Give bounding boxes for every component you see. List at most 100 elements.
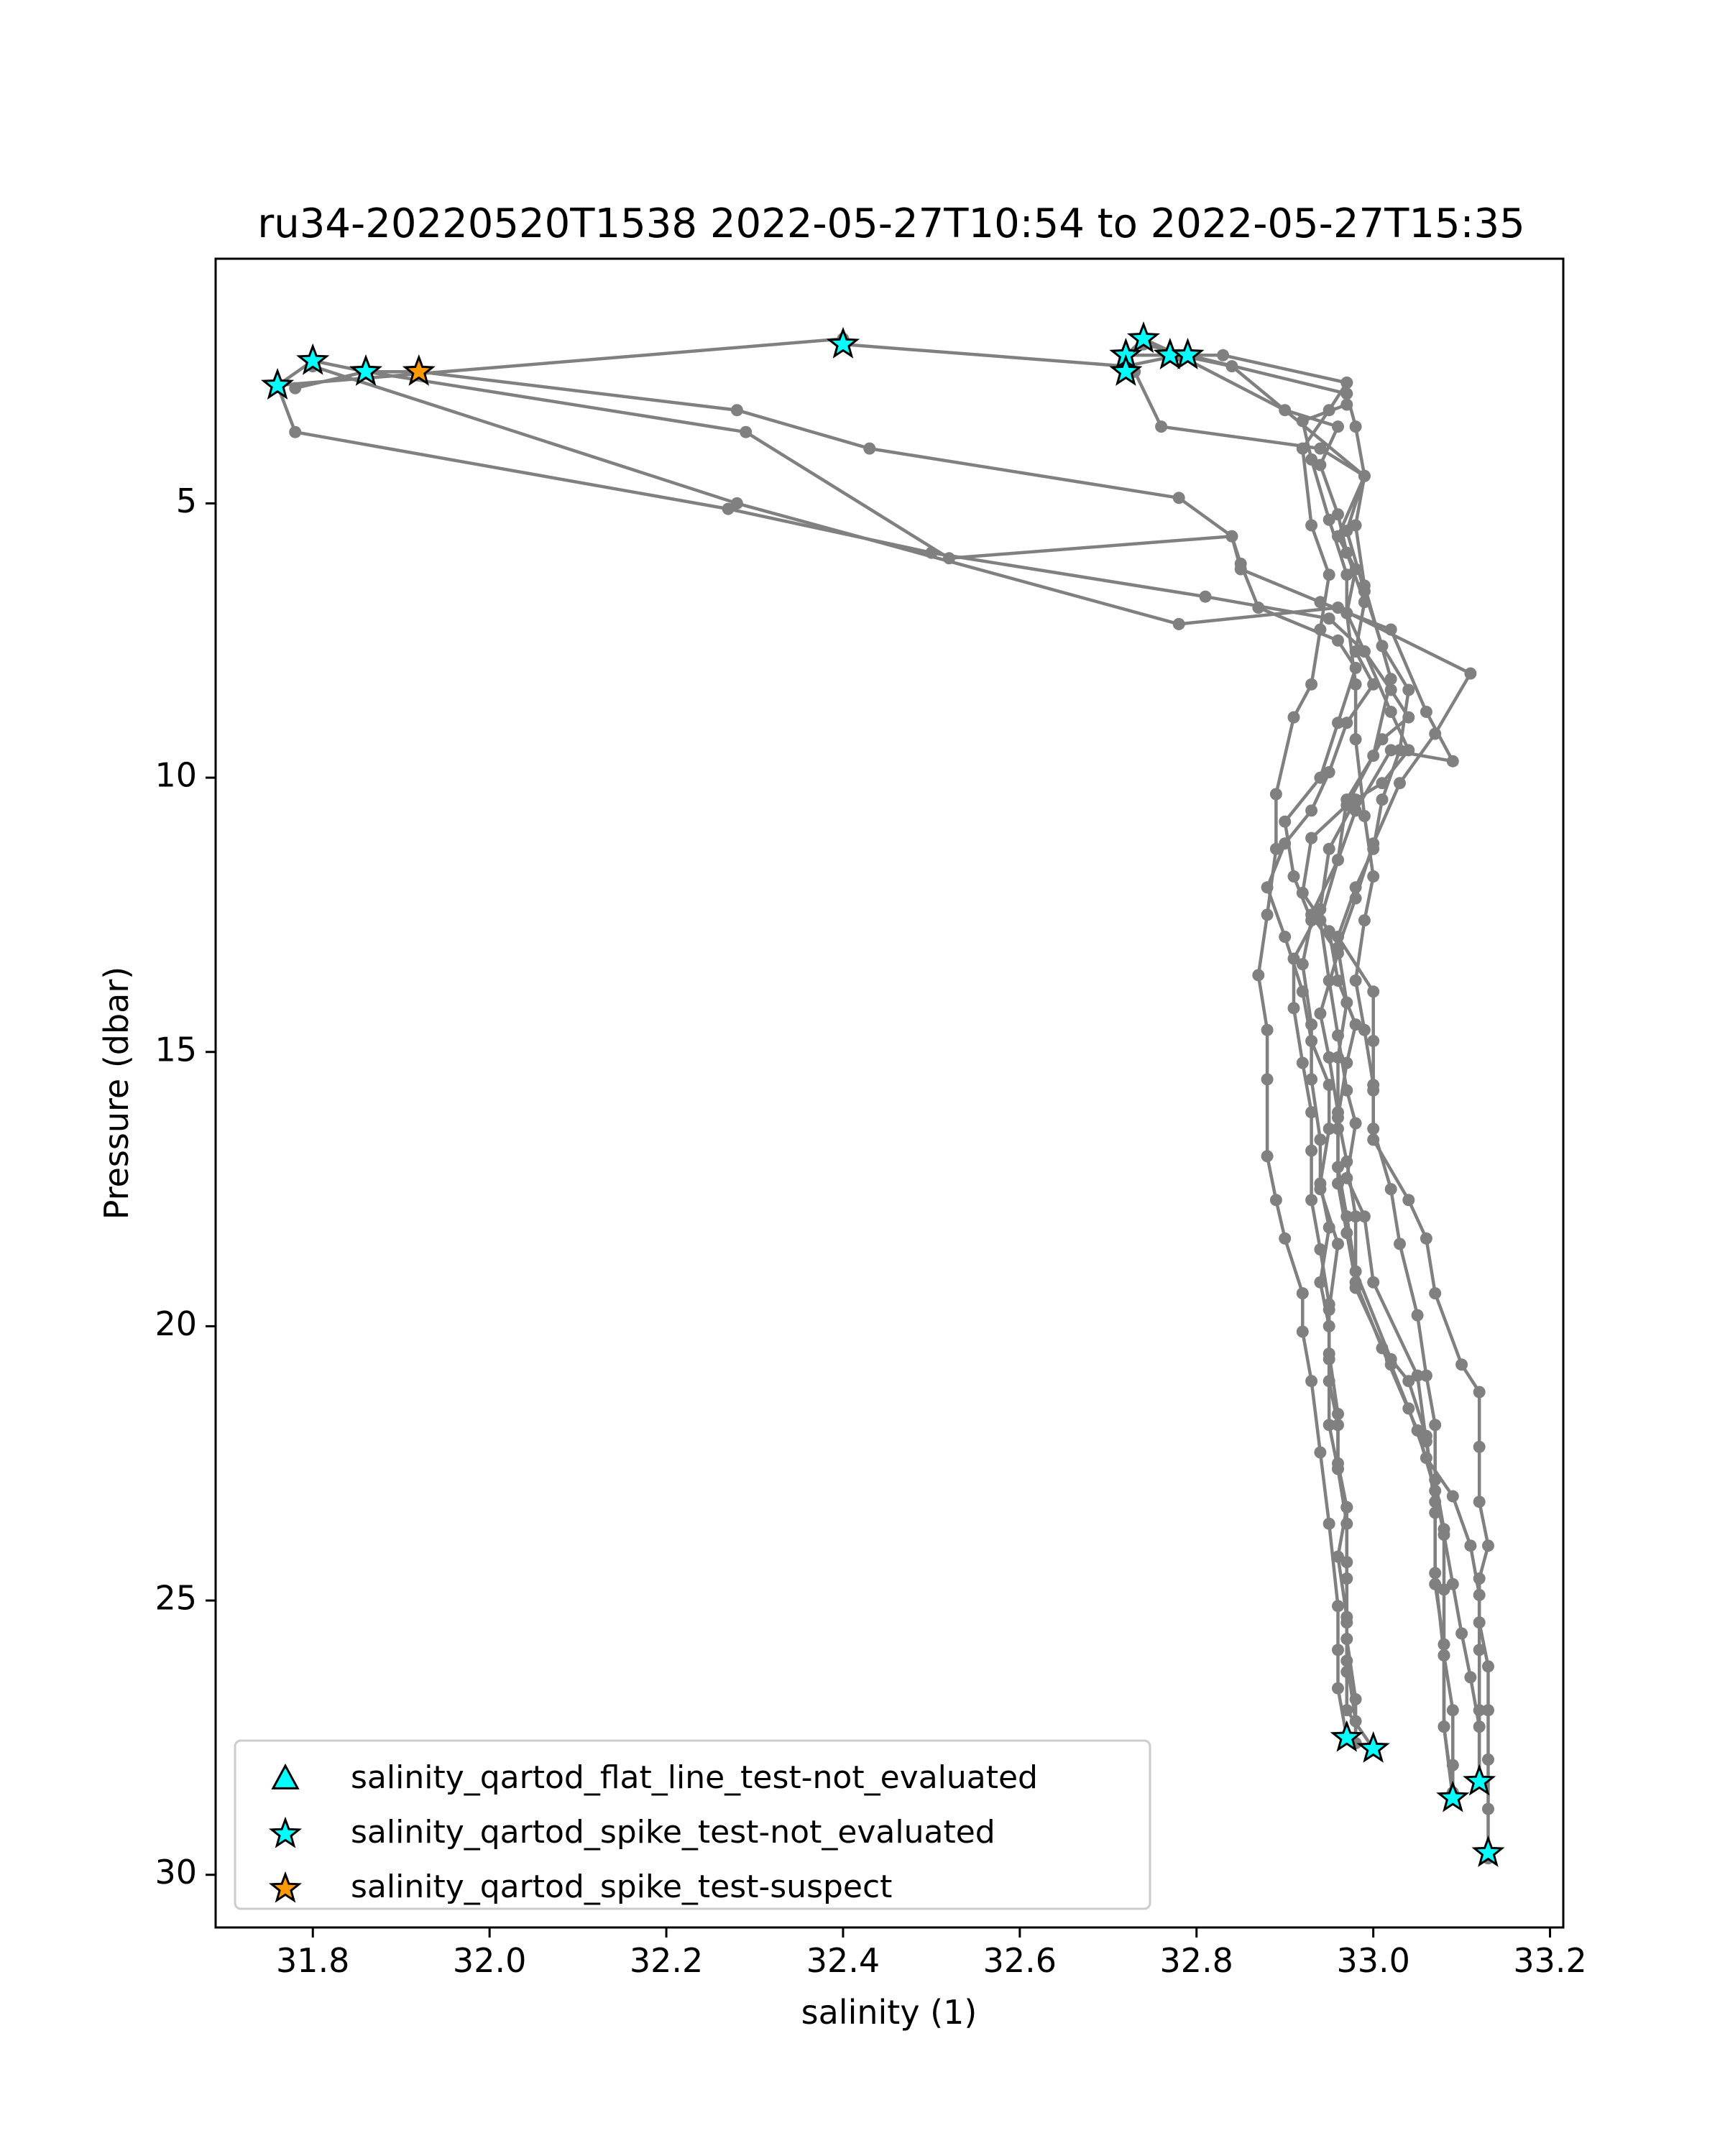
data-point xyxy=(1438,1649,1450,1662)
data-point xyxy=(1473,1616,1486,1629)
data-point xyxy=(1322,925,1335,938)
flag-marker-star xyxy=(1436,1780,1470,1812)
data-point xyxy=(1332,717,1344,729)
data-point xyxy=(1473,1386,1486,1399)
data-point xyxy=(1314,1243,1327,1256)
data-point xyxy=(1438,1583,1450,1596)
data-point xyxy=(1332,1550,1344,1563)
data-point xyxy=(1305,453,1318,466)
data-point xyxy=(1367,1035,1380,1047)
data-point xyxy=(1322,1123,1335,1135)
data-point xyxy=(1261,1150,1274,1163)
data-point xyxy=(1482,1802,1494,1815)
data-point xyxy=(1305,914,1318,927)
x-tick-label: 33.0 xyxy=(1336,1941,1409,1980)
data-point xyxy=(1349,519,1362,532)
data-point xyxy=(1349,733,1362,746)
data-point xyxy=(1305,678,1318,691)
legend-box xyxy=(234,1739,1151,1910)
data-point xyxy=(1261,908,1274,921)
legend-label-flat-line-not-evaluated: salinity_qartod_flat_line_test-not_evalu… xyxy=(351,1759,1038,1796)
data-point xyxy=(1287,952,1300,965)
data-point xyxy=(1314,1133,1327,1146)
x-tick-label: 32.0 xyxy=(453,1941,526,1980)
data-point xyxy=(1384,1183,1397,1196)
data-point xyxy=(1482,1704,1494,1717)
data-point xyxy=(1464,667,1477,680)
data-point xyxy=(1349,1018,1362,1031)
y-tick-label: 25 xyxy=(155,1579,197,1618)
data-point xyxy=(1358,645,1371,658)
data-point xyxy=(1332,1600,1344,1613)
data-point xyxy=(1322,568,1335,581)
data-point xyxy=(1305,1375,1318,1388)
data-point xyxy=(1340,1056,1353,1069)
data-point xyxy=(1384,683,1397,696)
data-point xyxy=(1376,793,1389,806)
data-point xyxy=(1332,854,1344,867)
data-point xyxy=(1314,596,1327,609)
data-point xyxy=(1332,941,1344,954)
x-axis-label: salinity (1) xyxy=(801,1993,978,2032)
data-point xyxy=(1340,525,1353,538)
data-point xyxy=(1473,1572,1486,1585)
data-point xyxy=(1384,744,1397,757)
data-point xyxy=(1332,1051,1344,1064)
data-point xyxy=(1287,870,1300,883)
data-point xyxy=(1296,1056,1309,1069)
x-tick-label: 32.4 xyxy=(806,1941,880,1980)
data-point xyxy=(1296,1287,1309,1300)
data-point xyxy=(1296,958,1309,971)
flag-marker-star xyxy=(402,354,436,386)
x-tick-label: 32.8 xyxy=(1160,1941,1233,1980)
data-point xyxy=(1340,798,1353,811)
data-point xyxy=(1305,831,1318,844)
data-point xyxy=(1340,996,1353,1009)
data-point xyxy=(1349,1276,1362,1289)
data-point xyxy=(1322,612,1335,625)
data-point xyxy=(1349,420,1362,433)
data-point xyxy=(1438,1523,1450,1536)
data-point xyxy=(1305,1018,1318,1031)
flag-marker-star xyxy=(1463,1764,1496,1796)
data-point xyxy=(1332,602,1344,614)
data-point xyxy=(1340,387,1353,400)
data-point xyxy=(1332,1408,1344,1420)
data-point xyxy=(1314,442,1327,455)
data-point xyxy=(1482,1660,1494,1673)
data-point xyxy=(1305,1144,1318,1157)
data-point xyxy=(1252,602,1265,614)
data-point xyxy=(1234,557,1247,570)
data-point xyxy=(1279,1232,1292,1245)
data-point xyxy=(722,502,735,515)
axes-frame xyxy=(214,257,1565,1929)
data-point xyxy=(1261,1023,1274,1036)
data-point xyxy=(1394,1238,1406,1250)
data-point xyxy=(1332,420,1344,433)
data-point xyxy=(1482,1753,1494,1766)
chart-title: ru34-20220520T1538 2022-05-27T10:54 to 2… xyxy=(257,201,1524,247)
x-tick-label: 31.8 xyxy=(276,1941,349,1980)
flag-marker-star xyxy=(1126,321,1161,354)
data-point xyxy=(1473,1440,1486,1453)
data-point xyxy=(1322,1304,1335,1316)
data-point xyxy=(1473,1720,1486,1733)
data-point xyxy=(1358,914,1371,927)
data-point xyxy=(1322,513,1335,526)
data-point xyxy=(863,442,876,455)
data-point xyxy=(730,497,743,510)
data-point xyxy=(1429,1567,1442,1580)
data-point xyxy=(1340,1155,1353,1168)
data-point xyxy=(1252,969,1265,982)
data-point xyxy=(1438,1720,1450,1733)
data-point xyxy=(1420,1232,1432,1245)
data-point xyxy=(1429,1473,1442,1486)
data-point xyxy=(1384,706,1397,718)
y-tick-label: 15 xyxy=(155,1030,197,1069)
data-point xyxy=(1473,1496,1486,1508)
data-point xyxy=(1332,1238,1344,1250)
data-point xyxy=(1464,1671,1477,1684)
flag-marker-star xyxy=(1330,1720,1363,1752)
data-point xyxy=(1172,492,1185,505)
data-point xyxy=(289,382,302,395)
